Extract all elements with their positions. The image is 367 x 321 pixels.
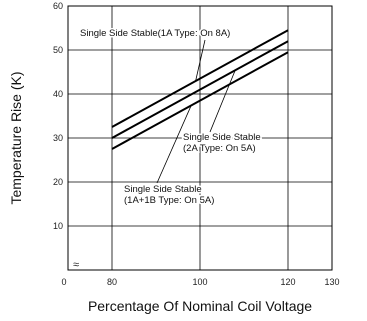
x-origin-label: 0 [61, 277, 66, 287]
series-line-2 [111, 40, 289, 139]
series-annotation-1: Single Side Stable(1A Type: On 8A) [80, 28, 230, 39]
annotation-leader [156, 105, 192, 184]
x-tick-label: 100 [192, 277, 207, 287]
x-tick-label: 80 [107, 277, 117, 287]
y-axis-label: Temperature Rise (K) [8, 71, 24, 204]
annotation-leader [209, 70, 236, 133]
series-line-1 [111, 29, 289, 128]
series-annotation-2: Single Side Stable [183, 132, 261, 143]
series-lines [111, 29, 289, 150]
y-tick-label: 50 [53, 45, 63, 55]
annotations: Single Side Stable(1A Type: On 8A) Single… [79, 27, 263, 208]
x-tick-label: 130 [324, 277, 339, 287]
series-annotation-3: (1A+1B Type: On 5A) [124, 195, 214, 206]
y-tick-label: 20 [53, 177, 63, 187]
series-line-3 [111, 51, 289, 150]
x-tick-labels: 80 100 120 130 [107, 277, 340, 287]
x-axis-label: Percentage Of Nominal Coil Voltage [88, 298, 312, 314]
y-tick-label: 10 [53, 221, 63, 231]
y-tick-label: 30 [53, 133, 63, 143]
annotation-leader [195, 39, 206, 82]
annotation-leaders [156, 39, 236, 184]
x-tick-label: 120 [280, 277, 295, 287]
axis-break-mark: ≈ [73, 259, 79, 271]
y-tick-labels: 10 20 30 40 50 60 [53, 1, 63, 231]
series-annotation-2: (2A Type: On 5A) [183, 143, 256, 154]
y-tick-label: 40 [53, 89, 63, 99]
series-annotation-3: Single Side Stable [124, 184, 202, 195]
y-tick-label: 60 [53, 1, 63, 11]
